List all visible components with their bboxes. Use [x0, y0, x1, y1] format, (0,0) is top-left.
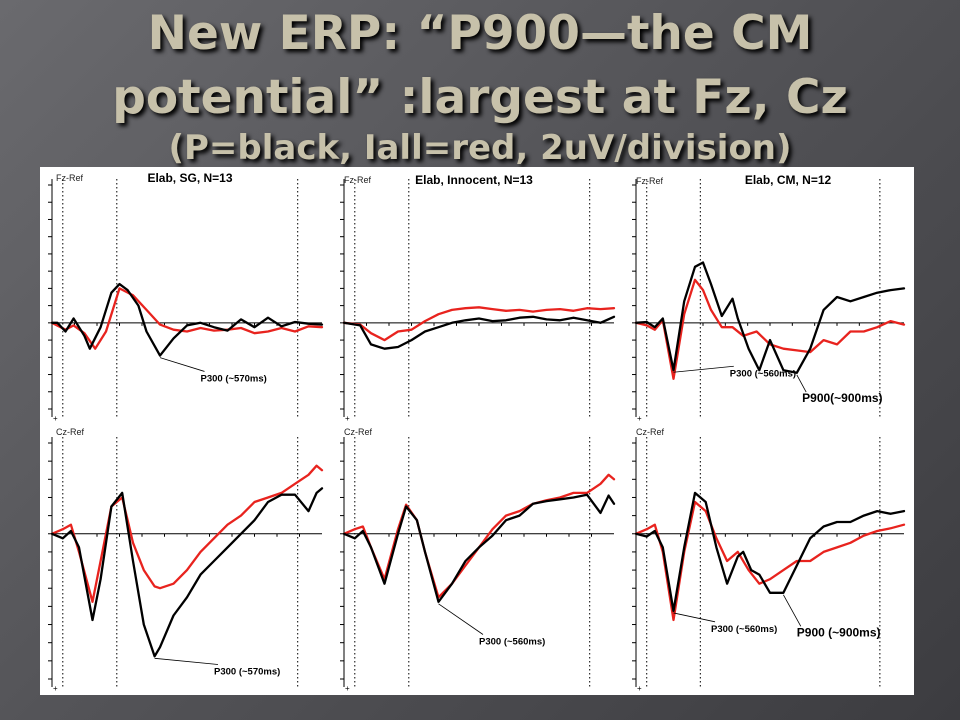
trace-iall [634, 500, 906, 622]
erp-panel-top-left: Fz-Ref + Elab, SG, N=13 P300 (~570ms) [48, 171, 324, 423]
trace-iall [50, 464, 324, 603]
trace-p [634, 261, 906, 374]
trace-p [342, 493, 616, 603]
trace-p [50, 282, 324, 357]
annotation-label: P300 (~560ms) [730, 368, 796, 379]
erp-panel-bottom-middle: Cz-Ref + P300 (~560ms) [340, 427, 616, 693]
channel-label: Fz-Ref [344, 175, 371, 185]
trace-iall [50, 287, 324, 350]
annotation-label: P900(~900ms) [802, 391, 882, 405]
polarity-marker: + [637, 414, 642, 423]
annotation-label: P300 (~560ms) [711, 624, 777, 635]
annotation-leader-line [673, 612, 716, 623]
polarity-marker: + [53, 414, 58, 423]
annotation-label: P900 (~900ms) [797, 625, 881, 639]
annotation-leader-line [438, 603, 484, 635]
channel-label: Cz-Ref [56, 427, 85, 437]
annotation-leader-line [783, 594, 802, 627]
annotation-leader-line [154, 657, 219, 665]
trace-p [342, 315, 616, 350]
polarity-marker: + [345, 684, 350, 693]
polarity-marker: + [53, 684, 58, 693]
slide-title-line-2: potential” :largest at Fz, Cz [112, 70, 848, 125]
annotation-label: P300 (~570ms) [214, 666, 280, 677]
annotation-leader-line [796, 374, 807, 393]
trace-p [50, 487, 324, 658]
channel-label: Cz-Ref [344, 427, 373, 437]
channel-label: Fz-Ref [56, 173, 83, 183]
trace-iall [342, 473, 616, 599]
trace-iall [342, 306, 616, 342]
panel-title: Elab, CM, N=12 [745, 173, 832, 187]
trace-p [634, 491, 906, 613]
channel-label: Cz-Ref [636, 427, 665, 437]
annotation-label: P300 (~570ms) [201, 373, 267, 384]
trace-iall [634, 278, 906, 380]
slide-title-line-1: New ERP: “P900—the CM [147, 6, 813, 61]
annotation-leader-line [673, 365, 734, 373]
erp-panel-bottom-right: Cz-Ref + P300 (~560ms) P900 (~900ms) [632, 427, 906, 693]
erp-panel-top-middle: Fz-Ref + Elab, Innocent, N=13 [340, 173, 616, 423]
erp-figure: Fz-Ref + Elab, SG, N=13 P300 (~570ms) Fz-Ref… [40, 167, 914, 695]
slide-title-line-3: (P=black, Iall=red, 2uV/division) [168, 128, 792, 168]
polarity-marker: + [345, 414, 350, 423]
annotation-leader-line [159, 357, 205, 372]
polarity-marker: + [637, 684, 642, 693]
channel-label: Fz-Ref [636, 176, 663, 186]
erp-panel-bottom-left: Cz-Ref + P300 (~570ms) [48, 427, 324, 693]
panel-title: Elab, SG, N=13 [147, 171, 232, 185]
erp-panel-top-right: Fz-Ref + Elab, CM, N=12 P300 (~560ms) P900(~… [632, 173, 906, 423]
annotation-label: P300 (~560ms) [479, 637, 545, 648]
panel-title: Elab, Innocent, N=13 [415, 173, 533, 187]
